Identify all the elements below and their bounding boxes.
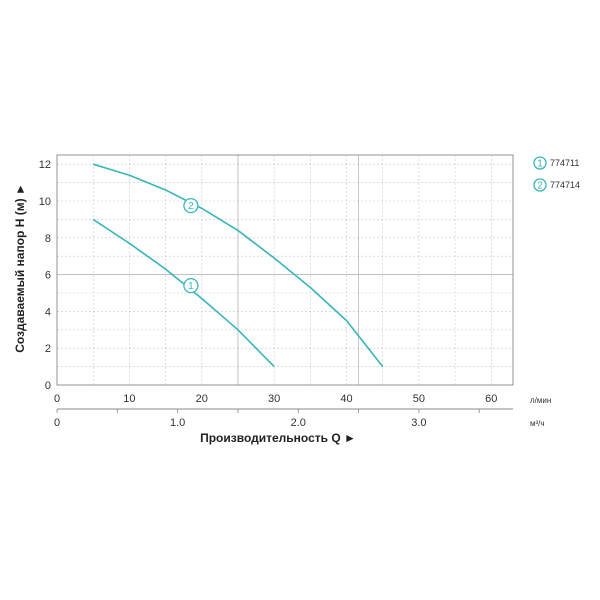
plot-border [56,154,514,386]
x-tick-label: 60 [485,393,497,405]
x-tick-label-m3h: 0 [54,417,60,429]
x-tick-label-m3h: 1.0 [170,417,185,429]
x-tick-label: 30 [268,393,280,405]
x-tick-label: 0 [54,393,60,405]
legend-marker-number: 1 [537,159,543,170]
x-tick-label-m3h: 2.0 [291,417,306,429]
x-tick-label-m3h: 3.0 [411,417,426,429]
legend-item-774711: 1 774711 [533,156,579,170]
legend-marker-2-icon [533,178,547,192]
curve-marker-label: 2 [188,201,194,212]
y-tick-label: 10 [39,196,51,208]
x-tick-label: 20 [196,393,208,405]
x-unit-secondary: м³/ч [530,419,545,428]
y-axis-title: Создаваемый напор H (м) ► [13,183,27,353]
grid [57,155,513,385]
x-tick-label: 50 [413,393,425,405]
y-tick-label: 12 [39,159,51,171]
curve-markers: 21 [183,197,199,294]
y-tick-label: 6 [45,270,51,282]
x-tick-label: 10 [123,393,135,405]
x-tick-label: 40 [340,393,352,405]
legend-marker-number: 2 [537,181,543,192]
x-unit-primary: л/мин [530,396,551,405]
legend-label: 774711 [550,158,579,168]
x-axis-title: Производительность Q ► [200,431,356,445]
y-tick-label: 4 [45,306,51,318]
y-tick-label: 8 [45,233,51,245]
legend-label: 774714 [550,180,580,190]
legend: 1 774711 2 774714 [533,156,580,192]
plot-frame [56,154,514,413]
legend-item-774714: 2 774714 [533,178,580,192]
curve-marker-circle [183,277,199,294]
series-line-774714 [92,163,384,368]
legend-marker-1-icon [533,156,547,170]
y-tick-label: 2 [45,343,51,355]
curve-marker-circle [183,197,199,214]
y-tick-label: 0 [45,380,51,392]
curve-marker-label: 1 [188,281,194,292]
